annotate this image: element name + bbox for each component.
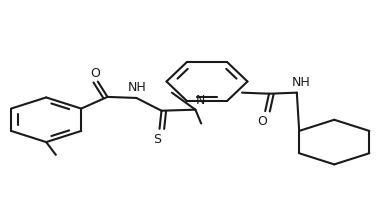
Text: O: O [257,115,267,128]
Text: O: O [90,67,100,80]
Text: NH: NH [127,81,146,94]
Text: NH: NH [291,76,310,89]
Text: N: N [196,94,205,107]
Text: S: S [154,133,162,146]
